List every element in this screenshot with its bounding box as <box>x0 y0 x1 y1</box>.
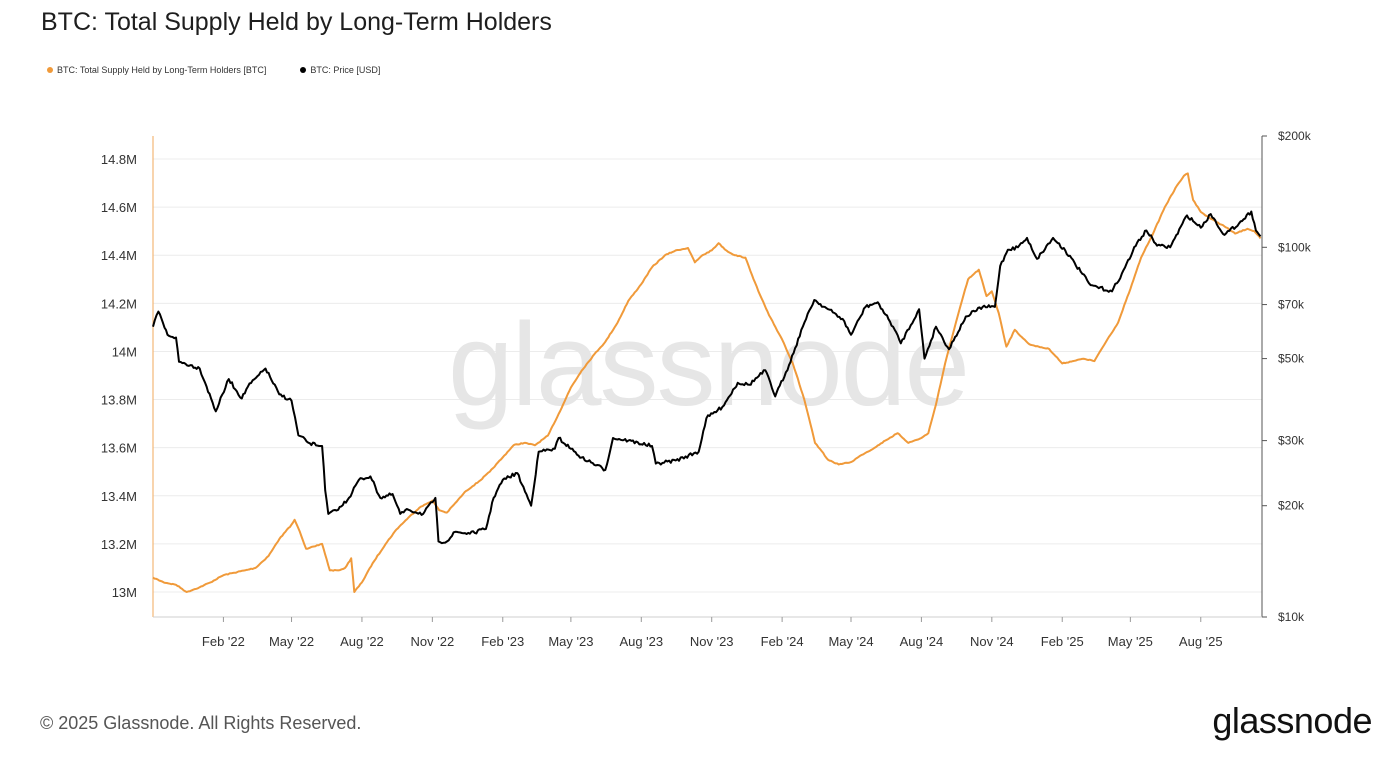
y-right-tick-label: $70k <box>1278 298 1305 312</box>
x-tick-label: Feb '25 <box>1041 634 1084 649</box>
x-axis: Feb '22 May '22 Aug '22 Nov '22 Feb '23 May '… <box>202 617 1223 649</box>
y-axis-right: $10k $20k $30k $50k $70k $100k $200k <box>1262 129 1312 624</box>
y-right-tick-label: $30k <box>1278 434 1305 448</box>
y-right-tick-label: $200k <box>1278 129 1312 143</box>
y-right-tick-label: $10k <box>1278 610 1305 624</box>
x-tick-label: Feb '23 <box>481 634 524 649</box>
chart-legend: BTC: Total Supply Held by Long-Term Hold… <box>47 65 380 75</box>
axes <box>152 136 1263 618</box>
x-tick-label: Aug '25 <box>1179 634 1223 649</box>
y-right-tick-label: $20k <box>1278 499 1305 513</box>
legend-swatch-supply <box>47 67 53 73</box>
x-tick-label: Aug '22 <box>340 634 384 649</box>
x-tick-label: Aug '24 <box>900 634 944 649</box>
chart-title: BTC: Total Supply Held by Long-Term Hold… <box>41 8 552 36</box>
x-tick-label: Feb '24 <box>761 634 804 649</box>
x-tick-label: Nov '22 <box>411 634 455 649</box>
series-line-price <box>152 210 1262 545</box>
y-left-tick-label: 13.2M <box>101 537 137 552</box>
legend-label-supply: BTC: Total Supply Held by Long-Term Hold… <box>57 65 267 75</box>
x-tick-label: Nov '23 <box>690 634 734 649</box>
x-tick-label: Nov '24 <box>970 634 1014 649</box>
y-left-tick-label: 13.8M <box>101 393 137 408</box>
y-left-tick-label: 14.8M <box>101 152 137 167</box>
watermark-text: glassnode <box>448 299 968 431</box>
series-line-supply <box>152 172 1262 593</box>
grid-lines <box>153 158 1262 593</box>
x-tick-label: May '24 <box>828 634 873 649</box>
copyright-text: © 2025 Glassnode. All Rights Reserved. <box>40 713 362 733</box>
legend-item-price[interactable]: BTC: Price [USD] <box>300 65 380 75</box>
x-tick-label: Aug '23 <box>619 634 663 649</box>
y-right-tick-label: $100k <box>1278 240 1312 254</box>
y-left-tick-label: 14.2M <box>101 296 137 311</box>
chart-area[interactable]: glassnode 13M 13.2M 13.4M 13.6M 13.8M 14M 14.2… <box>0 0 1392 690</box>
x-tick-label: Feb '22 <box>202 634 245 649</box>
legend-swatch-price <box>300 67 307 73</box>
y-right-tick-label: $50k <box>1278 352 1305 366</box>
brand-logo[interactable]: glassnode <box>1212 700 1372 741</box>
y-left-tick-label: 13M <box>112 585 137 600</box>
y-left-tick-label: 14.4M <box>101 248 137 263</box>
series-lines <box>152 172 1262 593</box>
legend-item-supply[interactable]: BTC: Total Supply Held by Long-Term Hold… <box>47 65 266 75</box>
y-axis-left: 13M 13.2M 13.4M 13.6M 13.8M 14M 14.2M 14.4M 14.6… <box>101 152 137 600</box>
x-tick-label: May '25 <box>1108 634 1153 649</box>
legend-label-price: BTC: Price [USD] <box>310 65 381 75</box>
x-tick-label: May '22 <box>269 634 314 649</box>
y-left-tick-label: 13.4M <box>101 489 137 504</box>
y-left-tick-label: 14M <box>112 344 137 359</box>
y-left-tick-label: 14.6M <box>101 200 137 215</box>
y-left-tick-label: 13.6M <box>101 441 137 456</box>
x-tick-label: May '23 <box>548 634 593 649</box>
